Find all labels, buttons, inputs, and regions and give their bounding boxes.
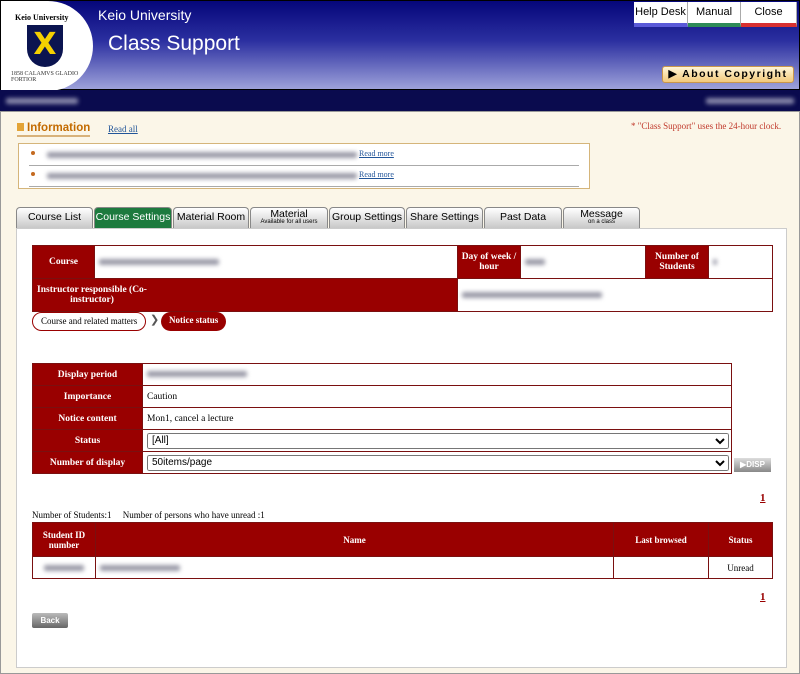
tab-message[interactable]: Message on a class	[563, 207, 640, 228]
course-settings-panel: Course Day of week / hour Number of Stud…	[16, 228, 787, 668]
read-more-link[interactable]: Read more	[359, 170, 394, 179]
course-info-table: Course Day of week / hour Number of Stud…	[32, 245, 773, 312]
disp-button[interactable]: ▶DISP	[734, 458, 771, 472]
students-label: Number of Students	[645, 245, 709, 279]
back-button[interactable]: Back	[32, 613, 68, 628]
tab-course-settings[interactable]: Course Settings	[94, 207, 172, 228]
chevron-right-icon: ❯	[150, 314, 160, 326]
display-count-select[interactable]: 50items/page	[147, 454, 729, 471]
notice-table: Display period Importance Caution Notice …	[32, 363, 732, 474]
list-item: Read more	[29, 146, 579, 166]
list-item: Read more	[29, 167, 579, 187]
read-more-link[interactable]: Read more	[359, 149, 394, 158]
user-bar	[0, 90, 800, 111]
course-label: Course	[32, 245, 95, 279]
page-link[interactable]: 1	[760, 492, 766, 504]
information-icon	[17, 123, 24, 131]
app-title: Class Support	[108, 32, 240, 55]
about-copyright-button[interactable]: ▶ About Copyright	[662, 66, 794, 83]
help-desk-button[interactable]: Help Desk	[634, 2, 688, 27]
instructor-label: Instructor responsible (Co-instructor)	[32, 278, 458, 312]
status-cell: Unread	[708, 556, 773, 579]
close-button[interactable]: Close	[741, 2, 797, 27]
table-row: Unread	[32, 556, 773, 579]
bullet-icon	[31, 151, 35, 155]
shield-icon: X	[27, 25, 63, 67]
counts: Number of Students:1 Number of persons w…	[32, 510, 265, 520]
bullet-icon	[31, 172, 35, 176]
tab-material[interactable]: Material Available for all users	[250, 207, 328, 228]
manual-button[interactable]: Manual	[688, 2, 741, 27]
clock-note: * "Class Support" uses the 24-hour clock…	[631, 121, 782, 131]
main-content: Information Read all * "Class Support" u…	[0, 111, 800, 674]
notice-content-value: Mon1, cancel a lecture	[142, 407, 732, 430]
read-all-link[interactable]: Read all	[108, 124, 138, 134]
status-select[interactable]: [All]	[147, 432, 729, 449]
breadcrumb-course-related[interactable]: Course and related matters	[32, 312, 147, 331]
tab-course-list[interactable]: Course List	[16, 207, 93, 228]
page-link-bottom[interactable]: 1	[760, 591, 766, 603]
keio-logo: Keio University X 1858 CALAMVS GLADIO FO…	[1, 1, 93, 91]
breadcrumb-notice-status: Notice status	[161, 312, 227, 331]
importance-value: Caution	[142, 385, 732, 408]
tab-group-settings[interactable]: Group Settings	[329, 207, 405, 228]
day-label: Day of week / hour	[457, 245, 521, 279]
tab-past-data[interactable]: Past Data	[484, 207, 562, 228]
students-table: Student ID number Name Last browsed Stat…	[32, 522, 773, 579]
header: Keio University X 1858 CALAMVS GLADIO FO…	[0, 0, 800, 91]
information-heading: Information	[17, 122, 91, 137]
tab-material-room[interactable]: Material Room	[173, 207, 249, 228]
information-list: Read more Read more	[18, 143, 590, 189]
university-name: Keio University	[98, 7, 192, 23]
tab-share-settings[interactable]: Share Settings	[406, 207, 483, 228]
